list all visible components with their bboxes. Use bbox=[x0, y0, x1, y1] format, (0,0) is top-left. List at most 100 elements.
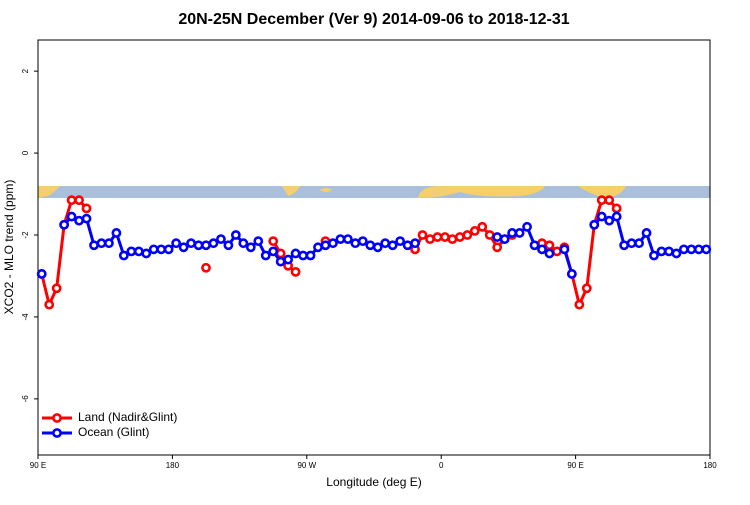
data-point bbox=[290, 266, 301, 277]
data-point bbox=[275, 256, 286, 267]
data-point bbox=[440, 232, 450, 242]
data-point bbox=[238, 238, 249, 249]
data-point bbox=[268, 246, 279, 257]
data-point bbox=[454, 232, 465, 242]
data-point bbox=[484, 230, 495, 240]
data-point bbox=[529, 240, 540, 251]
data-point bbox=[693, 244, 704, 255]
data-point bbox=[245, 242, 256, 253]
data-point bbox=[230, 230, 241, 240]
data-point bbox=[193, 240, 204, 251]
data-point bbox=[201, 262, 211, 273]
data-point bbox=[589, 219, 600, 230]
data-point bbox=[253, 236, 264, 247]
y-tick-label: -2 bbox=[21, 231, 30, 239]
data-point bbox=[36, 269, 47, 279]
data-point bbox=[432, 232, 443, 242]
data-point bbox=[492, 242, 503, 253]
data-point bbox=[283, 254, 294, 265]
data-point bbox=[477, 221, 488, 232]
data-point bbox=[641, 228, 652, 238]
data-point bbox=[619, 240, 630, 251]
x-tick-label: 90 E bbox=[30, 461, 46, 470]
data-point bbox=[544, 240, 555, 251]
data-point bbox=[59, 219, 70, 230]
legend-marker bbox=[52, 413, 62, 423]
data-point bbox=[581, 283, 592, 294]
legend-marker bbox=[52, 428, 62, 438]
data-point bbox=[678, 244, 689, 255]
x-tick-label: 90 E bbox=[567, 461, 583, 470]
data-point bbox=[664, 246, 674, 257]
x-tick-label: 180 bbox=[166, 461, 180, 470]
data-point bbox=[171, 238, 182, 249]
data-point bbox=[566, 269, 577, 279]
data-point bbox=[74, 215, 84, 226]
data-point bbox=[51, 283, 62, 294]
y-axis-label: XCO2 - MLO trend (ppm) bbox=[2, 180, 16, 315]
data-point bbox=[671, 248, 682, 259]
x-axis-label: Longitude (deg E) bbox=[326, 475, 421, 489]
map-land bbox=[578, 186, 626, 198]
data-point bbox=[156, 244, 167, 255]
data-point bbox=[66, 211, 77, 222]
data-point bbox=[141, 248, 152, 259]
data-point bbox=[74, 195, 84, 206]
data-point bbox=[201, 240, 211, 251]
data-point bbox=[268, 236, 279, 247]
data-point bbox=[604, 195, 615, 206]
map-land bbox=[38, 186, 60, 198]
data-point bbox=[574, 299, 585, 310]
data-point bbox=[507, 228, 518, 238]
data-point bbox=[544, 248, 555, 259]
y-tick-label: -6 bbox=[21, 395, 30, 403]
data-point bbox=[447, 234, 458, 245]
data-point bbox=[537, 244, 547, 255]
data-point bbox=[66, 195, 77, 206]
data-point bbox=[313, 242, 323, 253]
data-point bbox=[335, 234, 346, 245]
data-point bbox=[387, 240, 398, 251]
map-land bbox=[320, 188, 332, 192]
data-point bbox=[298, 250, 308, 261]
map-strip bbox=[38, 186, 710, 198]
data-point bbox=[410, 238, 420, 249]
data-point bbox=[656, 246, 667, 257]
map-land bbox=[418, 186, 545, 198]
data-point bbox=[223, 240, 234, 251]
data-point bbox=[208, 238, 219, 249]
data-point bbox=[701, 244, 712, 255]
data-point bbox=[163, 244, 174, 255]
data-point bbox=[290, 248, 301, 259]
data-point bbox=[44, 299, 55, 310]
y-tick-label: 2 bbox=[21, 68, 30, 73]
chart-title: 20N-25N December (Ver 9) 2014-09-06 to 2… bbox=[178, 11, 569, 28]
data-point bbox=[552, 246, 562, 257]
data-point bbox=[216, 234, 226, 245]
data-point bbox=[89, 240, 99, 251]
data-point bbox=[118, 250, 129, 261]
data-point bbox=[425, 234, 435, 245]
data-point bbox=[350, 238, 361, 249]
data-point bbox=[305, 250, 316, 261]
x-tick-label: 180 bbox=[703, 461, 717, 470]
legend-label: Land (Nadir&Glint) bbox=[78, 410, 177, 424]
data-point bbox=[81, 203, 92, 214]
data-point bbox=[126, 246, 137, 257]
data-point bbox=[395, 236, 406, 247]
data-point bbox=[686, 244, 697, 255]
data-point bbox=[499, 234, 510, 245]
data-point bbox=[402, 240, 413, 251]
data-point bbox=[596, 195, 607, 206]
data-point bbox=[514, 228, 525, 238]
data-point bbox=[380, 238, 391, 249]
data-point bbox=[417, 230, 428, 240]
data-point bbox=[328, 238, 338, 249]
data-point bbox=[469, 226, 480, 236]
data-point bbox=[186, 238, 196, 249]
data-point bbox=[96, 238, 107, 249]
data-point bbox=[626, 238, 637, 249]
data-point bbox=[365, 240, 376, 251]
data-point bbox=[604, 215, 615, 226]
